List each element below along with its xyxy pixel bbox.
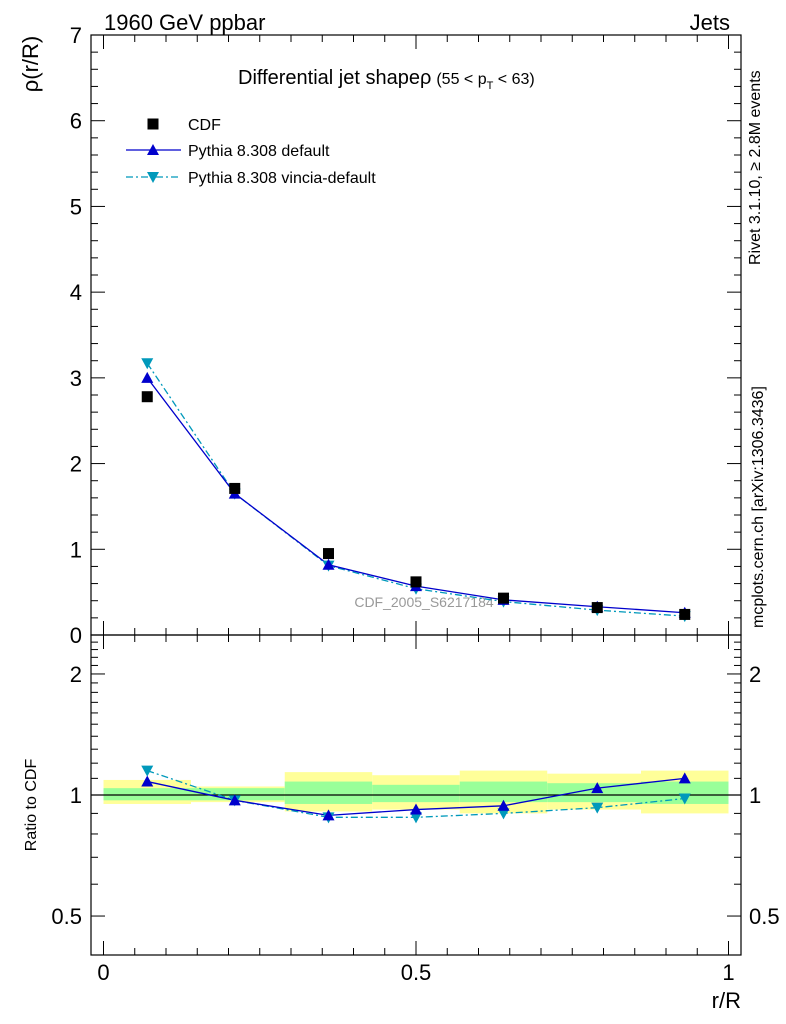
main-panel: 0 1 2 3 4 5 6 7 CDF_2005_S6217184 Differential … [18, 23, 742, 648]
cdf-point [679, 608, 691, 620]
plot-title: Differential jet shapeρ (55 < pT < 63) [238, 67, 535, 92]
cdf-point [410, 576, 422, 588]
ratio-vincia-point [591, 802, 604, 814]
ratio-default-point [678, 772, 691, 784]
ratio-default-point [497, 799, 510, 811]
xtick-label: 0 [97, 960, 109, 985]
analysis-watermark: CDF_2005_S6217184 [354, 594, 494, 610]
rivet-label: Rivet 3.1.10, ≥ 2.8M events [747, 70, 764, 265]
legend-label: Pythia 8.308 default [188, 143, 330, 160]
main-ylabel: ρ(r/R) [18, 36, 43, 93]
default-point [141, 371, 154, 383]
default-point [322, 558, 335, 570]
ratio-bands [103, 770, 729, 814]
ratio-ytick-label-right: 1 [749, 783, 761, 808]
cdf-point [323, 548, 334, 560]
ratio-series [141, 765, 691, 824]
ratio-default-point [410, 803, 422, 815]
main-ytick-label: 4 [70, 280, 82, 305]
ratio-ticks [91, 634, 741, 956]
xtick-label: 0.5 [401, 960, 432, 985]
cdf-point [141, 391, 153, 403]
main-ytick-label: 2 [70, 452, 82, 477]
vincia-point [141, 358, 154, 370]
plot-title-sub: T [487, 80, 494, 92]
ratio-ylabel: Ratio to CDF [23, 759, 40, 852]
main-ytick-label: 0 [70, 623, 82, 648]
legend-marker-cdf [147, 118, 159, 130]
cdf-point [498, 592, 509, 604]
plot-title-cond: (55 < p [436, 71, 486, 88]
ratio-ytick-label-left: 2 [70, 662, 82, 687]
main-ytick-labels: 0 1 2 3 4 5 6 7 [70, 23, 82, 648]
ratio-vincia-point [141, 765, 154, 777]
ratio-ytick-labels: 0.5 0.5 1 1 2 2 [51, 662, 779, 929]
xlabel: r/R [712, 988, 741, 1013]
ratio-default-point [141, 775, 154, 787]
main-ytick-label: 5 [70, 194, 82, 219]
ratio-ytick-label-left: 0.5 [51, 904, 82, 929]
ratio-vincia-point [410, 812, 422, 824]
ratio-band-inner [641, 781, 729, 804]
ratio-default-point [322, 809, 335, 821]
ratio-default-point [228, 794, 241, 806]
main-ytick-label: 7 [70, 23, 82, 48]
main-ytick-label: 1 [70, 537, 82, 562]
mcplots-label: mcplots.cern.ch [arXiv:1306.3436] [750, 386, 767, 628]
main-ticks [91, 34, 741, 636]
legend-marker [147, 172, 159, 183]
cdf-point [229, 482, 241, 494]
ratio-vincia-point [497, 808, 510, 820]
ratio-vincia-point [678, 793, 691, 805]
ratio-band-inner [284, 781, 373, 804]
legend-label: Pythia 8.308 vincia-default [188, 170, 376, 187]
header-category: Jets [690, 10, 730, 35]
ratio-band-inner [103, 788, 191, 801]
ratio-default-point [591, 782, 604, 794]
main-series [141, 358, 691, 623]
plot-title-close: < 63) [493, 71, 534, 88]
xtick-label: 1 [722, 960, 734, 985]
legend-label: CDF [188, 117, 221, 134]
legend: CDF Pythia 8.308 default Pythia 8.308 vinc… [126, 117, 376, 187]
legend-marker [147, 144, 159, 155]
ratio-panel: 0.5 0.51 12 2 Ratio to CDF 0 0.5 1 r/R [23, 634, 780, 1013]
main-ytick-label: 3 [70, 366, 82, 391]
plot-title-main: Differential jet shapeρ [238, 67, 431, 89]
ratio-band-inner [372, 784, 460, 803]
ratio-ytick-label-right: 2 [749, 662, 761, 687]
ratio-ytick-label-left: 1 [70, 783, 82, 808]
ratio-band-inner [191, 788, 285, 801]
ratio-band-inner [459, 781, 548, 803]
ratio-ytick-label-right: 0.5 [749, 904, 780, 929]
xtick-labels: 0 0.5 1 [97, 960, 734, 985]
cdf-point [591, 602, 603, 614]
main-ytick-label: 6 [70, 109, 82, 134]
header-energy: 1960 GeV ppbar [104, 10, 265, 35]
